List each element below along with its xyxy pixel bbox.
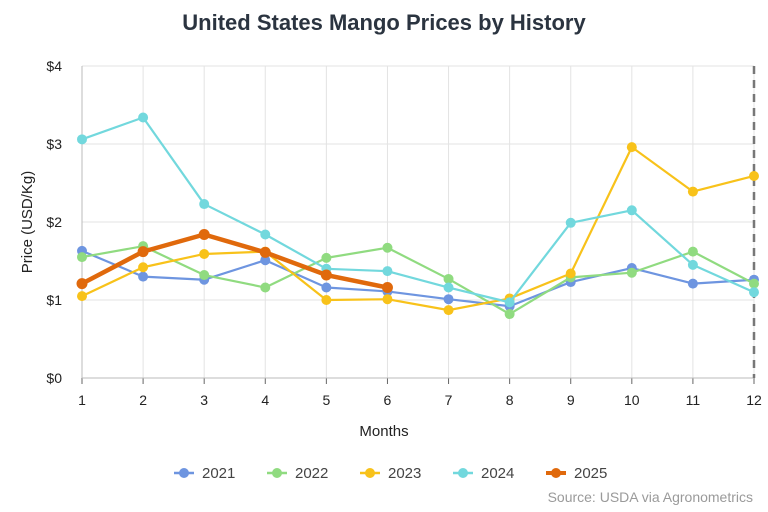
data-point xyxy=(504,309,515,320)
legend-item-2023[interactable]: 2023 xyxy=(360,465,421,482)
legend-label: 2023 xyxy=(388,465,421,482)
x-tick-label: 4 xyxy=(261,392,269,408)
data-point xyxy=(504,297,515,308)
axes xyxy=(81,66,756,384)
legend-label: 2025 xyxy=(574,465,607,482)
x-tick-labels: 1 2 3 4 5 6 7 8 9 10 11 12 xyxy=(78,392,762,408)
data-point xyxy=(626,205,637,216)
data-point xyxy=(687,278,698,289)
data-point xyxy=(199,270,210,281)
data-point xyxy=(749,287,759,298)
data-point xyxy=(198,228,210,240)
legend-item-2024[interactable]: 2024 xyxy=(453,465,514,482)
legend-swatch-marker xyxy=(458,468,468,478)
y-tick-label: $1 xyxy=(46,292,62,308)
data-point xyxy=(381,282,393,294)
y-tick-label: $4 xyxy=(46,58,62,74)
x-tick-label: 7 xyxy=(445,392,453,408)
data-point xyxy=(77,291,87,302)
data-point xyxy=(77,252,87,263)
legend-label: 2021 xyxy=(202,465,235,482)
grid xyxy=(81,65,755,379)
legend-label: 2024 xyxy=(481,465,514,482)
data-point xyxy=(321,295,332,305)
x-tick-label: 12 xyxy=(746,392,762,408)
y-tick-label: $3 xyxy=(46,136,62,152)
data-point xyxy=(260,229,271,240)
series-line xyxy=(80,116,756,304)
data-point xyxy=(687,186,698,197)
series-line xyxy=(79,232,390,290)
data-point xyxy=(260,255,271,266)
data-point xyxy=(138,262,149,273)
data-point xyxy=(138,112,149,123)
x-tick-label: 10 xyxy=(624,392,640,408)
x-tick-label: 2 xyxy=(139,392,147,408)
data-point xyxy=(626,142,637,153)
legend[interactable]: 2021 2022 2023 2024 2025 xyxy=(174,465,607,482)
legend-swatch-marker xyxy=(179,468,189,478)
source-note: Source: USDA via Agronometrics xyxy=(548,489,753,505)
legend-item-2025[interactable]: 2025 xyxy=(546,465,607,482)
legend-label: 2022 xyxy=(295,465,328,482)
y-tick-label: $2 xyxy=(46,214,62,230)
data-point xyxy=(626,267,637,278)
data-point xyxy=(321,252,332,263)
series-layer xyxy=(76,112,759,320)
legend-item-2021[interactable]: 2021 xyxy=(174,465,235,482)
data-point xyxy=(687,246,698,257)
data-point xyxy=(320,269,332,281)
data-point xyxy=(76,278,88,290)
data-point xyxy=(565,268,576,279)
series-2024 xyxy=(77,112,759,308)
x-axis-label: Months xyxy=(359,423,408,440)
data-point xyxy=(77,134,87,145)
x-tick-label: 8 xyxy=(506,392,514,408)
legend-item-2022[interactable]: 2022 xyxy=(267,465,328,482)
series-2025 xyxy=(76,228,393,294)
data-point xyxy=(199,248,210,259)
data-point xyxy=(382,294,393,305)
series-line xyxy=(80,249,756,308)
x-tick-label: 9 xyxy=(567,392,575,408)
x-tick-label: 11 xyxy=(686,392,701,408)
series-2022 xyxy=(77,241,759,320)
data-point xyxy=(260,282,271,293)
series-line xyxy=(80,146,756,312)
data-point xyxy=(382,242,393,253)
legend-swatch-marker xyxy=(272,468,282,478)
x-tick-label: 1 xyxy=(78,392,86,408)
data-point xyxy=(749,170,759,181)
data-point xyxy=(443,305,454,316)
x-tick-label: 6 xyxy=(384,392,392,408)
series-line xyxy=(80,245,756,316)
legend-swatch-marker xyxy=(551,468,561,478)
legend-swatch-marker xyxy=(365,468,375,478)
data-point xyxy=(443,294,454,305)
data-point xyxy=(443,282,454,293)
data-point xyxy=(138,271,149,282)
data-point xyxy=(259,246,271,258)
data-point xyxy=(565,217,576,228)
data-point xyxy=(199,199,210,210)
x-tick-label: 5 xyxy=(322,392,330,408)
chart-title: United States Mango Prices by History xyxy=(182,10,586,35)
y-tick-label: $0 xyxy=(46,370,62,386)
x-tick-label: 3 xyxy=(200,392,208,408)
data-point xyxy=(137,246,149,258)
data-point xyxy=(749,278,759,289)
data-point xyxy=(687,259,698,270)
data-point xyxy=(382,266,393,277)
y-axis-label: Price (USD/Kg) xyxy=(19,171,36,274)
data-point xyxy=(443,273,454,284)
y-tick-labels: $0 $1 $2 $3 $4 xyxy=(46,58,62,386)
data-point xyxy=(321,282,332,293)
